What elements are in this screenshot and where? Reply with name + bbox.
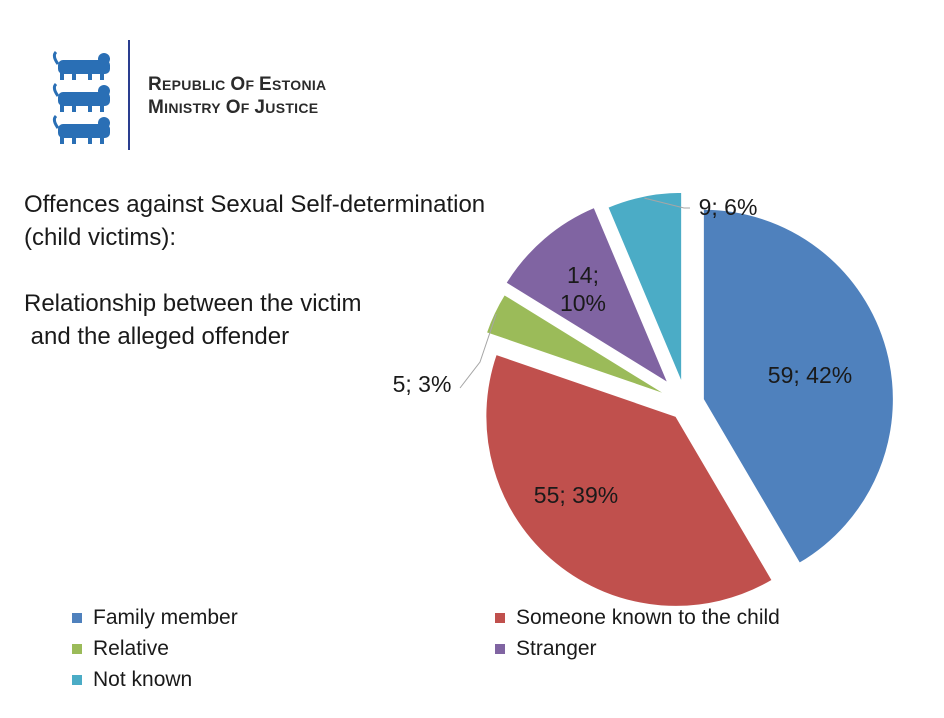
legend-label: Family member [93,606,238,629]
chart-title-line: (child victims): [24,224,177,251]
chart-title-line: Relationship between the victim [24,290,362,317]
data-label-someone-known-to-the-child: 55; 39% [534,482,618,508]
legend-item-not-known: Not known [72,668,192,692]
lion-icon [52,82,110,112]
chart-legend: Family member Someone known to the child… [72,606,932,706]
organisation-name: REPUBLIC OF ESTONIA MINISTRY OF JUSTICE [148,74,326,120]
chart-title: Offences against Sexual Self-determinati… [24,188,584,353]
data-label-not-known: 9; 6% [699,194,758,220]
legend-label: Relative [93,637,169,660]
data-label-leader-line [644,197,690,209]
org-line-1: REPUBLIC OF ESTONIA [148,74,327,95]
pie-slice-stranger [505,206,669,384]
data-label-relative: 5; 3% [393,371,452,397]
data-label-leader-line [459,313,497,389]
pie-slice-not-known [607,191,683,383]
legend-swatch [72,675,82,685]
chart-title-line: Offences against Sexual Self-determinati… [24,191,486,218]
pie-slice-family-member [702,208,894,564]
three-lions-coat-of-arms-icon [52,50,110,144]
logo-divider [128,40,130,150]
legend-label: Stranger [516,637,597,660]
legend-item-family-member: Family member [72,606,238,630]
lion-icon [52,114,110,144]
legend-swatch [72,644,82,654]
data-label-stranger: 14; 10% [560,262,606,316]
data-label-family-member: 59; 42% [768,362,852,388]
legend-item-someone-known: Someone known to the child [495,606,780,630]
legend-swatch [495,644,505,654]
pie-slice-relative [485,294,667,396]
lion-icon [52,50,110,80]
org-line-2: MINISTRY OF JUSTICE [148,97,319,118]
chart-title-line: and the alleged offender [24,323,290,350]
legend-item-relative: Relative [72,637,169,661]
legend-label: Someone known to the child [516,606,780,629]
pie-slice-someone-known-to-the-child [485,353,773,607]
legend-swatch [495,613,505,623]
header-logo: REPUBLIC OF ESTONIA MINISTRY OF JUSTICE [52,40,352,155]
legend-item-stranger: Stranger [495,637,597,661]
legend-swatch [72,613,82,623]
legend-label: Not known [93,668,193,691]
